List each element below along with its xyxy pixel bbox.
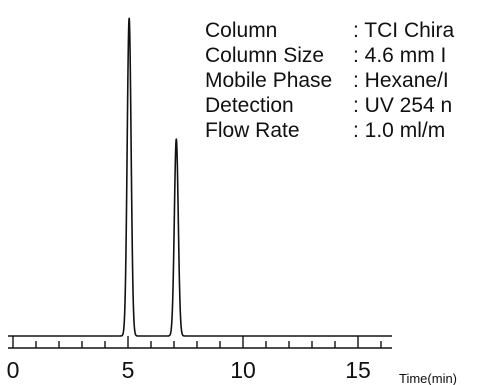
x-tick-label: 5 xyxy=(122,357,135,383)
condition-label-column: Column xyxy=(205,19,277,42)
condition-label-flow-rate: Flow Rate xyxy=(205,119,300,142)
x-axis-ticks: 0 5 10 15 xyxy=(7,336,382,383)
condition-value-detection: : UV 254 n xyxy=(353,94,452,117)
conditions-block: Column : TCI Chira Column Size : 4.6 mm … xyxy=(205,19,454,142)
condition-label-detection: Detection xyxy=(205,94,294,117)
condition-value-flow-rate: : 1.0 ml/m xyxy=(353,119,445,142)
x-tick-label: 15 xyxy=(345,357,371,383)
condition-value-mobile-phase: : Hexane/I xyxy=(353,69,449,92)
condition-label-column-size: Column Size xyxy=(205,44,324,67)
condition-label-mobile-phase: Mobile Phase xyxy=(205,69,332,92)
x-tick-label: 10 xyxy=(230,357,256,383)
x-tick-label: 0 xyxy=(7,357,20,383)
chromatogram-trace xyxy=(7,17,393,337)
x-axis-unit-label: Time(min) xyxy=(399,371,457,385)
condition-value-column-size: : 4.6 mm I xyxy=(353,44,446,67)
condition-value-column: : TCI Chira xyxy=(353,19,454,42)
